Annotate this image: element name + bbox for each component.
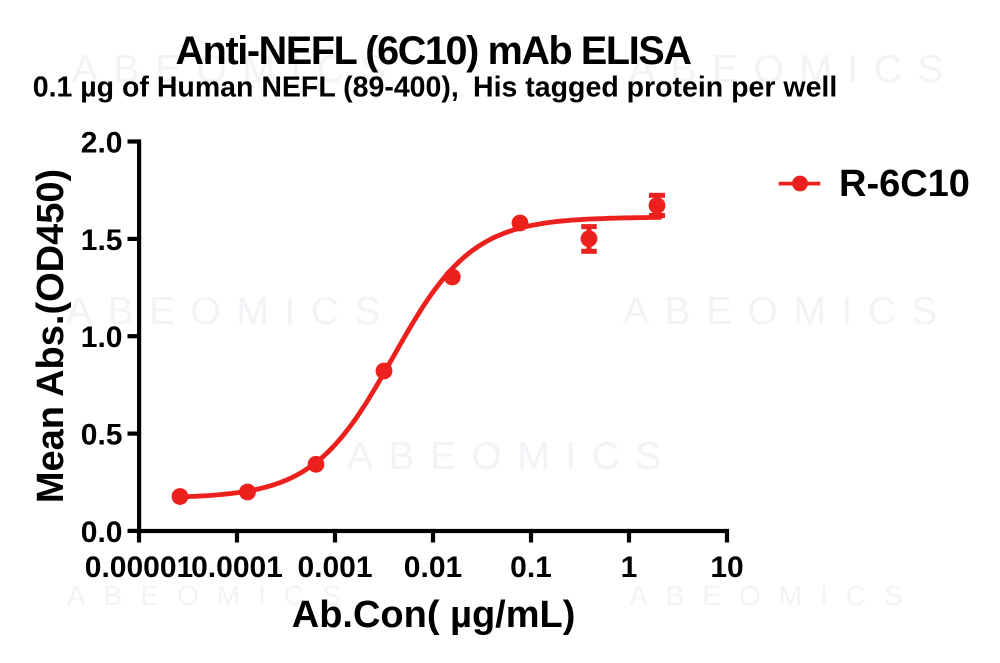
svg-text:Ab.Con( µg/mL): Ab.Con( µg/mL) bbox=[292, 594, 576, 636]
svg-text:1: 1 bbox=[621, 551, 638, 584]
svg-text:0.00001: 0.00001 bbox=[85, 551, 193, 584]
svg-text:0.001: 0.001 bbox=[297, 551, 372, 584]
svg-text:0.0: 0.0 bbox=[81, 516, 123, 549]
svg-text:1.0: 1.0 bbox=[81, 321, 123, 354]
svg-text:0.1: 0.1 bbox=[510, 551, 552, 584]
svg-text:ABEOMICS: ABEOMICS bbox=[72, 48, 402, 91]
svg-text:0.01: 0.01 bbox=[404, 551, 462, 584]
svg-text:R-6C10: R-6C10 bbox=[839, 163, 970, 205]
svg-text:ABEOMICS: ABEOMICS bbox=[629, 580, 921, 611]
svg-text:Mean Abs.(OD450): Mean Abs.(OD450) bbox=[30, 169, 72, 503]
svg-text:ABEOMICS: ABEOMICS bbox=[347, 435, 677, 478]
svg-text:ABEOMICS: ABEOMICS bbox=[66, 290, 396, 333]
svg-text:0.1 µg of Human NEFL (89-400),: 0.1 µg of Human NEFL (89-400), His tagge… bbox=[33, 72, 838, 104]
svg-text:ABEOMICS: ABEOMICS bbox=[623, 290, 953, 333]
svg-text:2.0: 2.0 bbox=[81, 126, 123, 159]
svg-text:1.5: 1.5 bbox=[81, 224, 123, 257]
svg-text:0.5: 0.5 bbox=[81, 419, 123, 452]
svg-text:10: 10 bbox=[710, 551, 743, 584]
svg-text:Anti-NEFL (6C10) mAb ELISA: Anti-NEFL (6C10) mAb ELISA bbox=[175, 29, 691, 73]
svg-text:ABEOMICS: ABEOMICS bbox=[629, 48, 959, 91]
svg-text:ABEOMICS: ABEOMICS bbox=[67, 580, 359, 611]
svg-text:0.0001: 0.0001 bbox=[191, 551, 283, 584]
